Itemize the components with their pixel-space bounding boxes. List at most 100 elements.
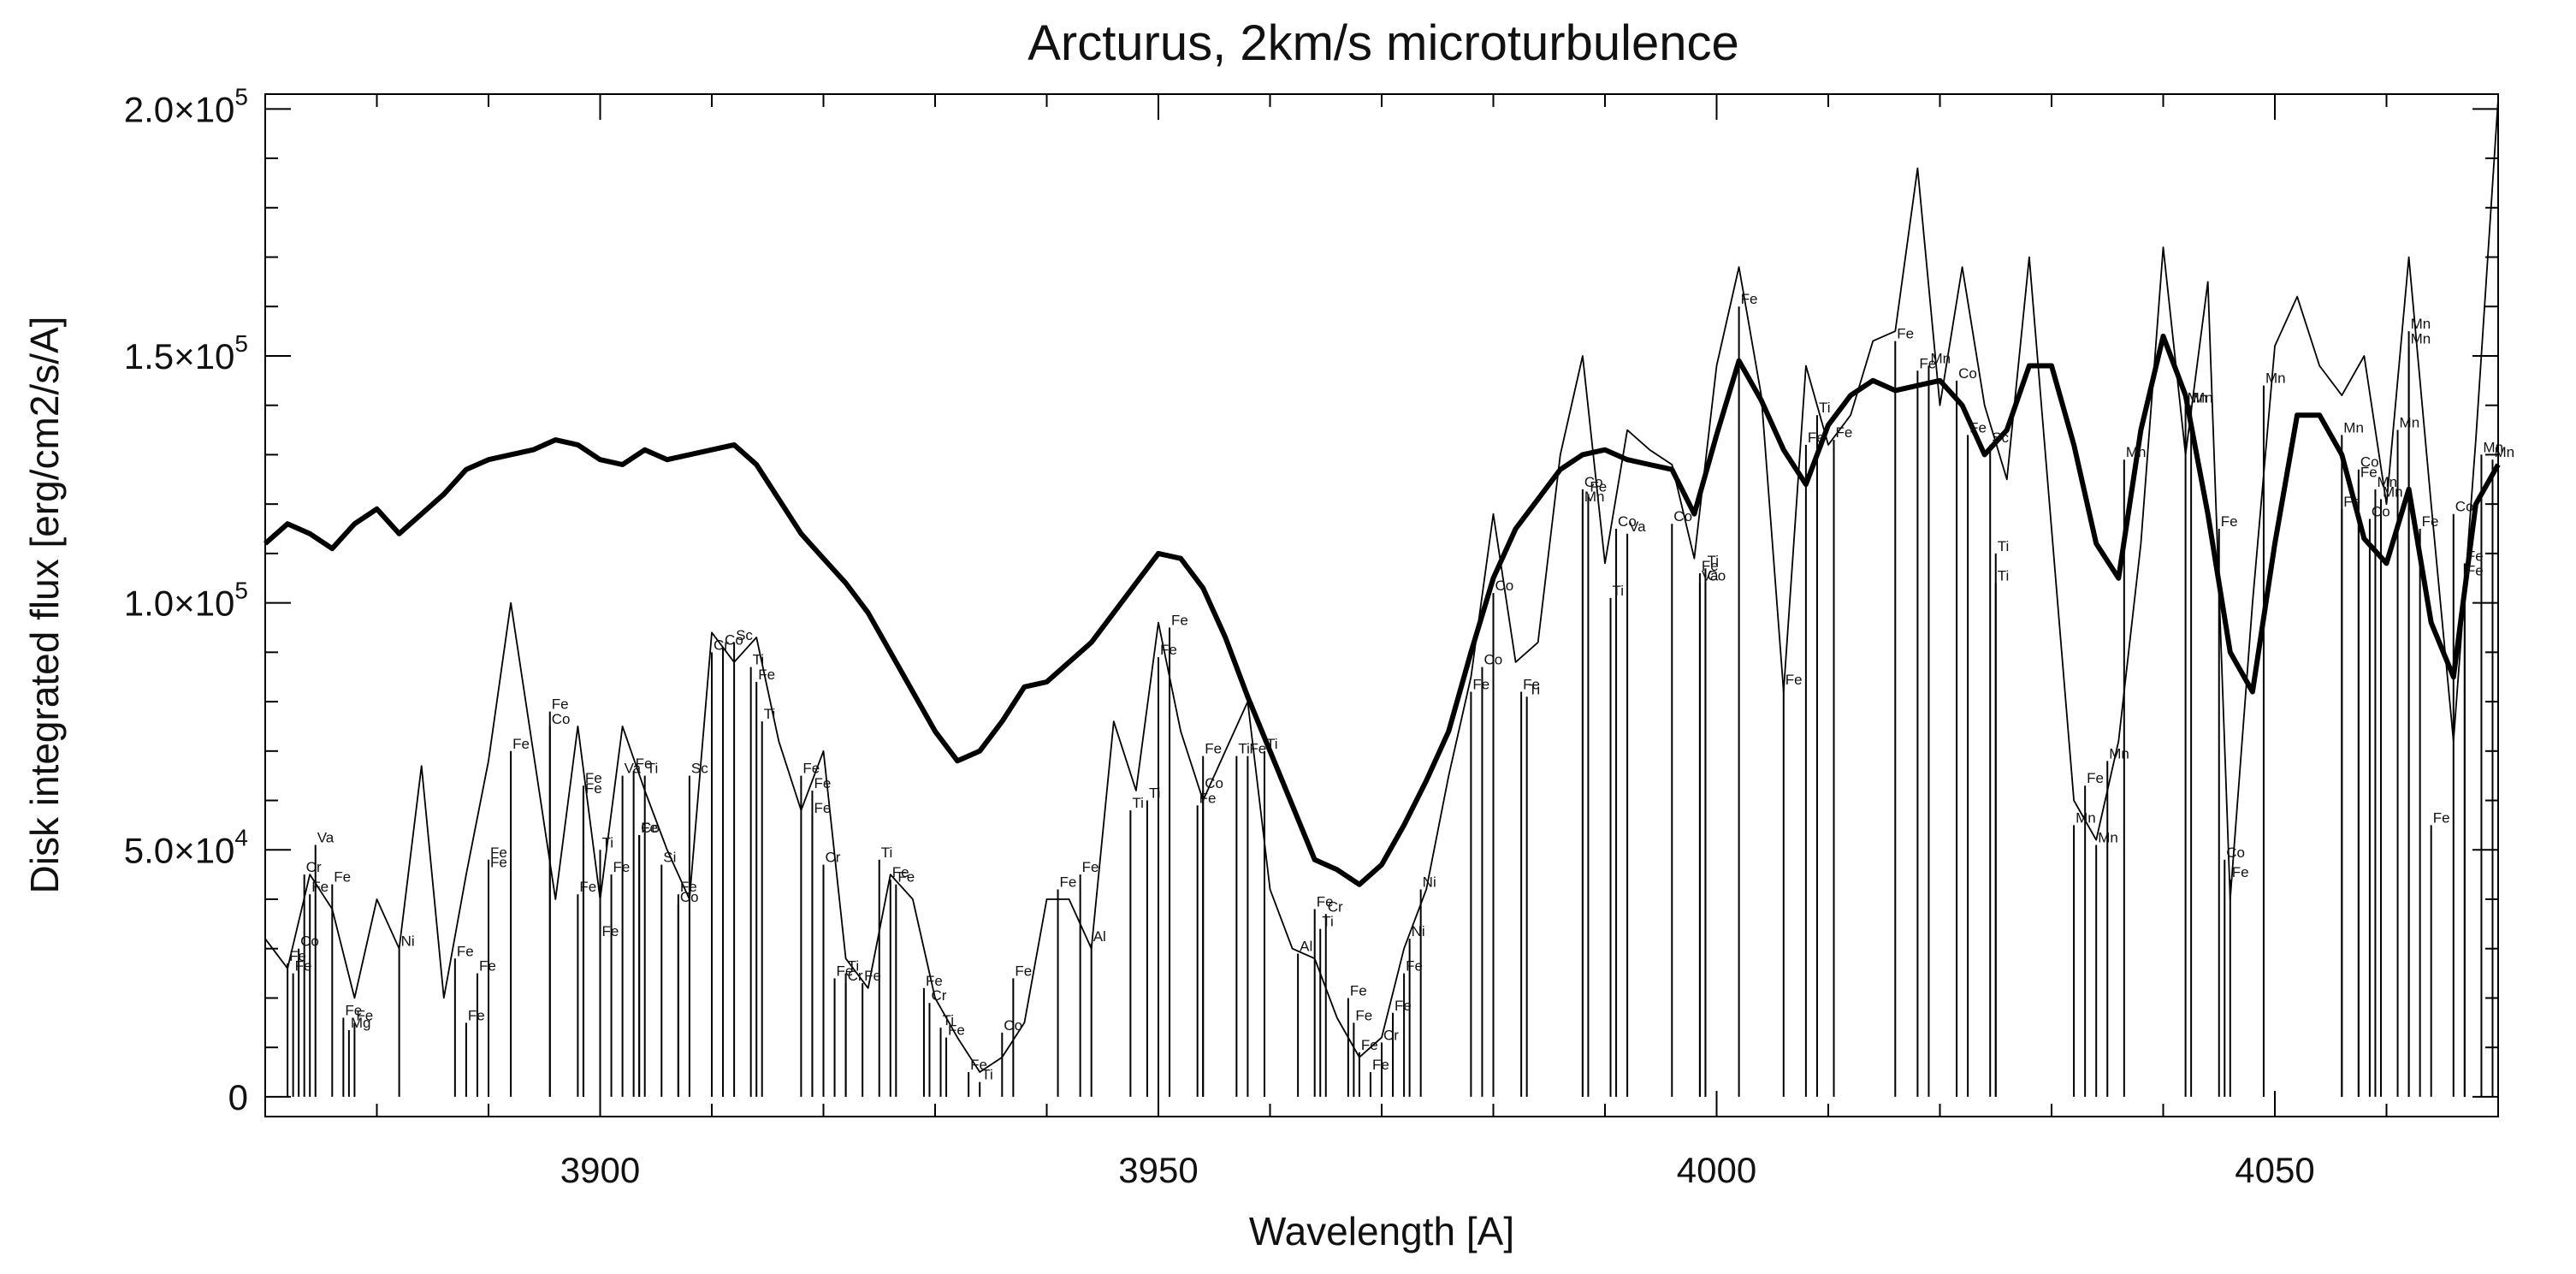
element-label: Co <box>2455 499 2474 515</box>
element-label: Fe <box>2466 548 2484 564</box>
element-label: Fe <box>864 968 881 984</box>
element-label: Fe <box>1969 419 1987 436</box>
y-tick-label: 0 <box>228 1077 248 1117</box>
element-label: Cr <box>1383 1027 1399 1043</box>
element-label: Fe <box>814 775 831 791</box>
element-label: Fe <box>1199 790 1217 806</box>
element-label: Fe <box>1355 1007 1372 1023</box>
plot-frame <box>264 93 2499 1117</box>
element-label: Va <box>317 829 335 845</box>
element-label: Mn <box>2383 483 2403 500</box>
element-label: Fe <box>602 923 619 939</box>
element-label: Fe <box>311 879 329 895</box>
element-label: Fe <box>680 879 697 895</box>
x-tick-label: 4000 <box>1677 1150 1756 1190</box>
element-label: Fe <box>1472 677 1489 693</box>
axis-ticks <box>264 94 2499 1117</box>
element-label: Co <box>1483 652 1502 668</box>
element-label: Ti <box>1707 553 1719 569</box>
y-tick-label: 1.5×105 <box>124 330 248 376</box>
element-label: Fe <box>1317 894 1334 910</box>
y-axis-label: Disk integrated flux [erg/cm2/s/A] <box>22 317 67 894</box>
element-label: Fe <box>2422 513 2439 530</box>
series-lines <box>264 98 2501 1073</box>
observed-flux-line <box>264 333 2501 887</box>
element-label: Va <box>625 761 642 777</box>
element-label: Co <box>680 889 699 905</box>
element-label: Fe <box>1015 963 1032 979</box>
element-label: Fe <box>758 667 775 683</box>
element-label: Fe <box>1836 424 1853 441</box>
element-label: Co <box>300 933 319 950</box>
element-label: Va <box>1629 518 1646 535</box>
element-label: Ti <box>647 761 659 777</box>
element-label: Ti <box>1613 583 1625 599</box>
x-tick-label: 3950 <box>1118 1150 1198 1190</box>
element-label: Co <box>1707 568 1726 584</box>
element-label: Sc <box>691 761 708 777</box>
element-label: Fe <box>512 736 530 752</box>
element-label: Fe <box>1350 982 1367 998</box>
element-label: Co <box>2360 454 2379 471</box>
element-label: Mn <box>2411 330 2431 347</box>
element-label: Ti <box>764 706 776 722</box>
x-tick-label: 3900 <box>560 1150 640 1190</box>
element-label: Ti <box>1819 400 1831 416</box>
element-label: Fe <box>1590 479 1607 495</box>
element-label: Fe <box>334 869 351 886</box>
element-label: Mn <box>1930 351 1951 367</box>
x-tick-labels: 3900 3950 4000 4050 <box>560 1150 2315 1190</box>
element-label: Fe <box>2466 563 2484 579</box>
element-label: Fe <box>1361 1037 1378 1053</box>
element-label: Fe <box>2433 809 2450 826</box>
element-label: Fe <box>1785 672 1803 688</box>
element-label: Ti <box>1529 681 1541 697</box>
element-label: Mn <box>2343 419 2364 436</box>
element-label: Fe <box>613 859 631 875</box>
element-label: Fe <box>1897 326 1914 342</box>
element-label: Mn <box>2126 444 2147 460</box>
element-label: Mg <box>351 1015 371 1031</box>
y-tick-labels: 0 5.0×104 1.0×105 1.5×105 2.0×105 <box>124 83 248 1117</box>
element-label: Mn <box>2377 474 2397 490</box>
element-label: Co <box>2226 844 2245 861</box>
element-label: Fe <box>1406 958 1423 975</box>
element-label: Mn <box>2411 316 2431 332</box>
element-label: Fe <box>1082 859 1099 875</box>
element-label: Ti <box>1998 568 2010 584</box>
element-label: Ti <box>753 652 765 668</box>
element-label: Fe <box>1205 741 1222 757</box>
element-label: Mn <box>2494 444 2514 460</box>
element-label: Cr <box>306 859 322 875</box>
element-label: Co <box>641 820 660 836</box>
element-label: Fe <box>490 844 507 861</box>
element-label: Fe <box>1060 874 1077 890</box>
element-label: Co <box>1958 365 1977 382</box>
element-label: Ti <box>981 1067 993 1083</box>
element-label: Mn <box>2076 809 2096 826</box>
element-label: Fe <box>802 761 820 777</box>
element-label: Fe <box>2087 770 2104 786</box>
element-label: Fe <box>1919 355 1936 371</box>
element-label: Fe <box>490 854 507 870</box>
element-label: Fe <box>1372 1057 1389 1073</box>
element-label: Ni <box>1412 923 1425 939</box>
element-label: Mn <box>2400 415 2420 431</box>
absorption-lines <box>287 306 2494 1097</box>
element-label: Mn <box>2193 390 2213 406</box>
element-label: Ni <box>401 933 415 950</box>
element-label: Fe <box>1249 741 1266 757</box>
element-label: Si <box>663 850 676 866</box>
element-label: Co <box>1205 775 1223 791</box>
x-tick-label: 4050 <box>2235 1150 2314 1190</box>
element-label: Fe <box>948 1022 965 1039</box>
element-label: Co <box>1584 474 1603 490</box>
y-tick-label: 5.0×104 <box>124 824 248 870</box>
element-label: Mn <box>1584 489 1605 505</box>
element-label: Ti <box>1266 736 1278 752</box>
element-label: Fe <box>345 1003 362 1019</box>
element-label: Va <box>1702 568 1719 584</box>
element-label: Cr <box>826 850 841 866</box>
element-label: Fe <box>1702 558 1719 574</box>
